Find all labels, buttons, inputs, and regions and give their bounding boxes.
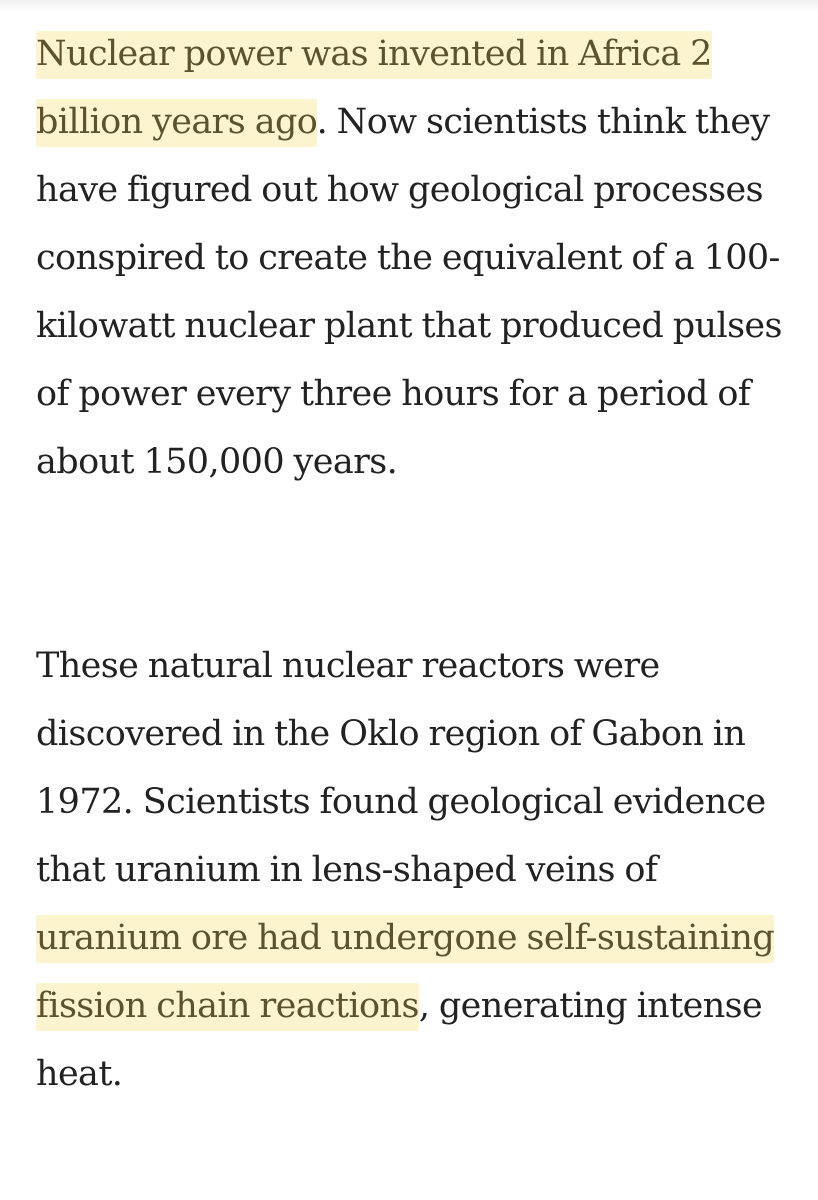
- paragraph-1: Nuclear power was invented in Africa 2 b…: [36, 20, 796, 496]
- paragraph-text: These natural nuclear reactors were disc…: [36, 646, 766, 890]
- paragraph-text: . Now scientists think they have figured…: [36, 102, 783, 482]
- paragraph-2: These natural nuclear reactors were disc…: [36, 632, 796, 1108]
- paragraph-text: , generating intense heat.: [36, 986, 763, 1094]
- top-edge-shadow: [0, 0, 818, 12]
- article-body: Nuclear power was invented in Africa 2 b…: [36, 20, 796, 1108]
